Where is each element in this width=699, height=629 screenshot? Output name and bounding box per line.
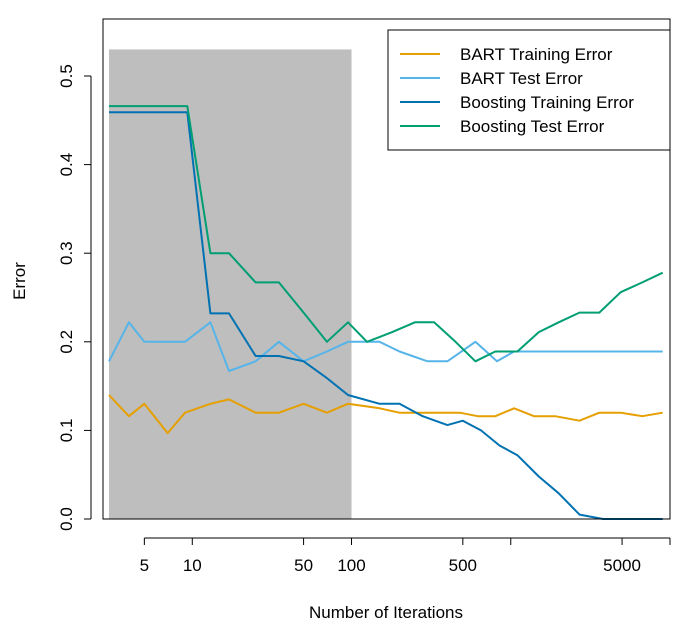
x-tick-label-1: 10 [183, 556, 202, 575]
series-layer [108, 105, 664, 520]
series-line-2 [109, 111, 663, 520]
legend-label-1: BART Test Error [460, 69, 583, 88]
shaded-region [109, 49, 352, 520]
x-axis-title: Number of Iterations [309, 603, 463, 622]
x-tick-label-0: 5 [140, 556, 149, 575]
series-line-1 [108, 321, 663, 372]
x-tick-label-4: 500 [449, 556, 477, 575]
x-tick-label-2: 50 [294, 556, 313, 575]
y-tick-label-5: 0.5 [57, 64, 76, 88]
legend-label-2: Boosting Training Error [460, 93, 634, 112]
series-line-0 [108, 394, 663, 435]
y-tick-label-1: 0.1 [57, 419, 76, 443]
x-tick-label-5: 5000 [603, 556, 641, 575]
legend-label-3: Boosting Test Error [460, 117, 605, 136]
y-tick-label-4: 0.4 [57, 153, 76, 177]
shaded-region-layer [109, 49, 352, 520]
y-tick-label-2: 0.2 [57, 330, 76, 354]
legend-label-0: BART Training Error [460, 45, 613, 64]
series-line-3 [109, 105, 664, 363]
x-tick-label-3: 100 [337, 556, 365, 575]
y-tick-label-3: 0.3 [57, 241, 76, 265]
y-axis-title: Error [10, 262, 29, 300]
plot-frame [102, 18, 671, 520]
legend: BART Training Error BART Test Error Boosti… [387, 29, 671, 151]
axes-layer: 5 10 50 100 500 5000 0.0 0.1 0.2 0.3 0.4 0.5 [57, 18, 671, 575]
y-tick-label-0: 0.0 [57, 507, 76, 531]
legend-box [387, 29, 671, 151]
